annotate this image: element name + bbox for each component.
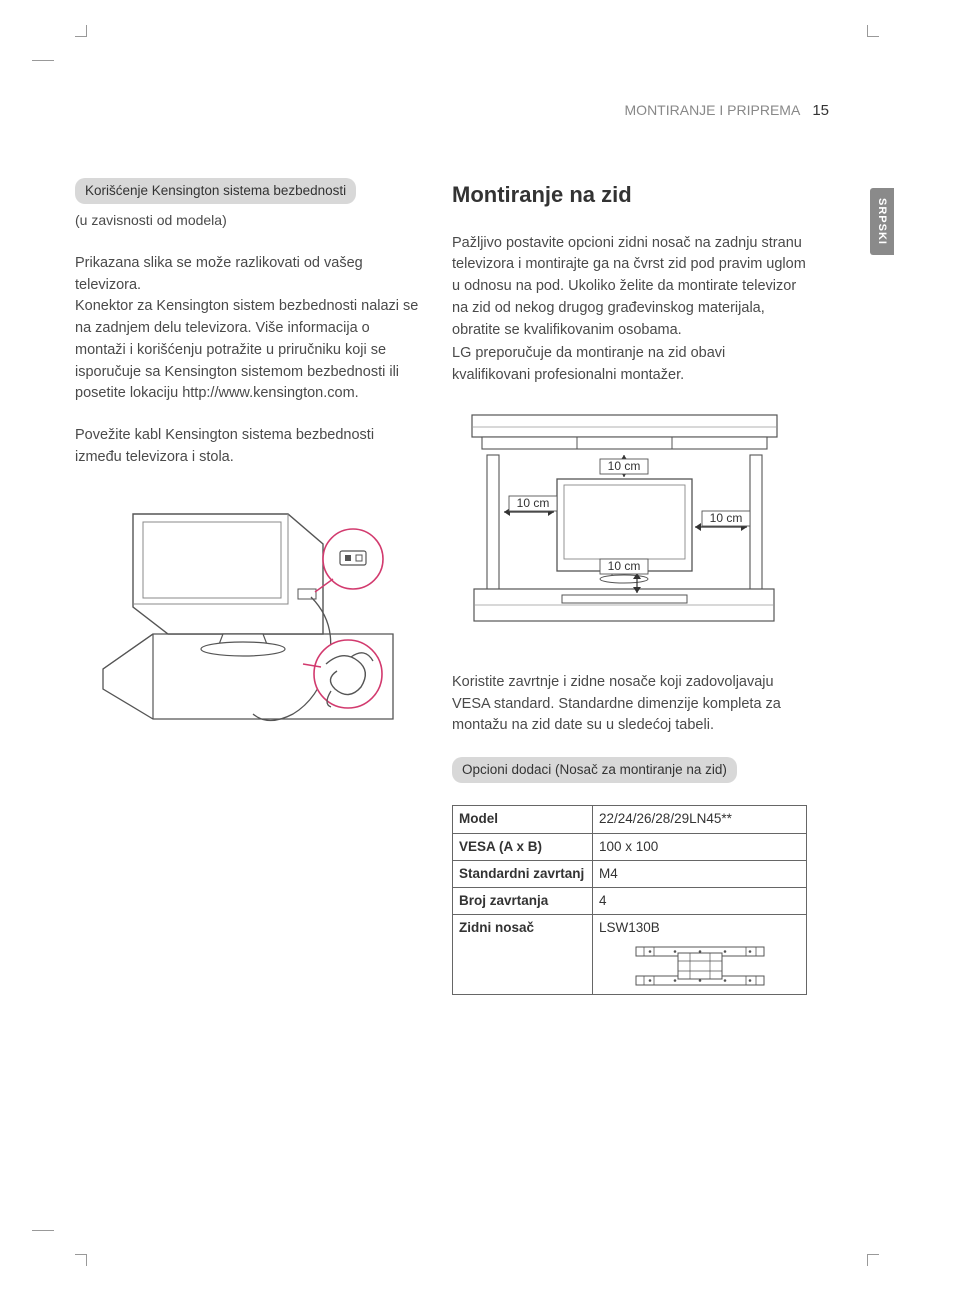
- right-column: Montiranje na zid Pažljivo postavite opc…: [452, 178, 807, 995]
- page-header: MONTIRANJE I PRIPREMA 15: [75, 100, 879, 123]
- spec-val: 22/24/26/28/29LN45**: [593, 806, 807, 833]
- table-row: Standardni zavrtanj M4: [453, 860, 807, 887]
- bracket-icon: [630, 943, 770, 989]
- left-column: Korišćenje Kensington sistema bezbednost…: [75, 178, 420, 995]
- language-tab: SRPSKI: [870, 188, 895, 255]
- wall-mount-illustration: 10 cm 10 cm 10 cm 10 cm: [452, 407, 807, 648]
- dist-right-label: 10 cm: [710, 511, 743, 525]
- spec-key: VESA (A x B): [453, 833, 593, 860]
- wall-p1: Pažljivo postavite opcioni zidni nosač n…: [452, 233, 807, 342]
- dist-left-label: 10 cm: [517, 496, 550, 510]
- bracket-model: LSW130B: [599, 920, 660, 935]
- spec-val: 100 x 100: [593, 833, 807, 860]
- model-note: (u zavisnosti od modela): [75, 210, 420, 231]
- table-row: Broj zavrtanja 4: [453, 888, 807, 915]
- spec-key: Standardni zavrtanj: [453, 860, 593, 887]
- spec-table: Model 22/24/26/28/29LN45** VESA (A x B) …: [452, 805, 807, 994]
- vesa-note: Koristite zavrtnje i zidne nosače koji z…: [452, 672, 807, 737]
- kensington-p2: Konektor za Kensington sistem bezbednost…: [75, 296, 420, 405]
- kensington-illustration: [75, 489, 420, 739]
- dist-top-label: 10 cm: [608, 459, 641, 473]
- wall-mount-heading: Montiranje na zid: [452, 178, 807, 211]
- spec-key: Broj zavrtanja: [453, 888, 593, 915]
- dist-bottom-label: 10 cm: [608, 559, 641, 573]
- spec-val: M4: [593, 860, 807, 887]
- spec-val: LSW130B: [593, 915, 807, 994]
- kensington-p3: Povežite kabl Kensington sistema bezbedn…: [75, 425, 420, 469]
- spec-val: 4: [593, 888, 807, 915]
- table-row: Zidni nosač LSW130B: [453, 915, 807, 994]
- page-number: 15: [812, 100, 829, 123]
- spec-key: Model: [453, 806, 593, 833]
- spec-key: Zidni nosač: [453, 915, 593, 994]
- section-name: MONTIRANJE I PRIPREMA: [625, 100, 801, 121]
- table-row: Model 22/24/26/28/29LN45**: [453, 806, 807, 833]
- table-row: VESA (A x B) 100 x 100: [453, 833, 807, 860]
- accessories-pill: Opcioni dodaci (Nosač za montiranje na z…: [452, 757, 737, 783]
- kensington-p1: Prikazana slika se može razlikovati od v…: [75, 253, 420, 297]
- kensington-pill: Korišćenje Kensington sistema bezbednost…: [75, 178, 356, 204]
- wall-p2: LG preporučuje da montiranje na zid obav…: [452, 343, 807, 387]
